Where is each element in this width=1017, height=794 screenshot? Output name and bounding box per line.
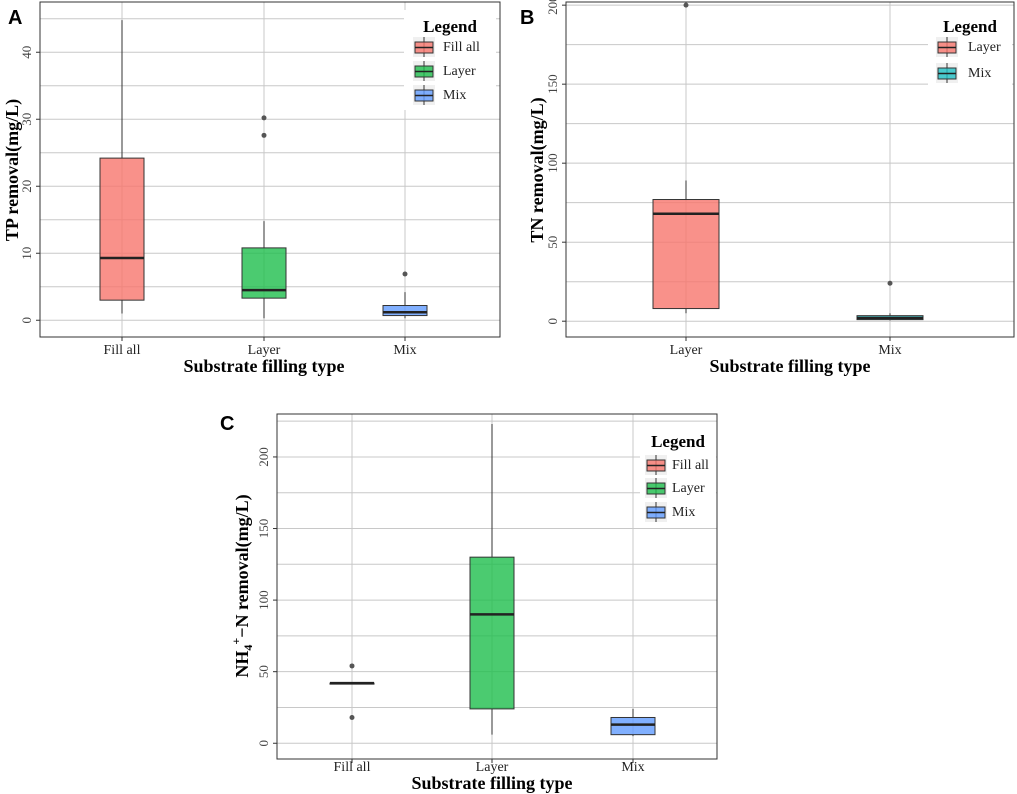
legend: Legend Layer Mix <box>928 10 1012 95</box>
x-axis-title: Substrate filling type <box>183 356 344 376</box>
box-layer <box>469 424 515 735</box>
outlier-point <box>887 280 893 286</box>
x-axis-title: Substrate filling type <box>411 773 572 793</box>
x-tick-label: Fill all <box>334 760 371 775</box>
box-fill-all <box>329 663 375 720</box>
legend-key-layer <box>936 37 958 57</box>
y-tick-label: 150 <box>256 519 271 539</box>
outlier-point <box>261 115 267 121</box>
legend-label: Mix <box>443 88 466 103</box>
legend-label: Layer <box>672 481 705 496</box>
legend-title: Legend <box>651 432 705 451</box>
x-tick-label: Fill all <box>104 343 141 358</box>
y-tick-label: 50 <box>545 236 560 249</box>
legend-label: Layer <box>443 64 476 79</box>
box-fill-all <box>99 20 145 314</box>
legend-key-mix <box>645 502 667 522</box>
chart-panel-c: C 0 50 100 150 200 Fill all Layer Mix Substrate f… <box>220 413 718 793</box>
legend-label: Fill all <box>443 40 480 55</box>
y-tick-label: 100 <box>256 590 271 610</box>
iqr-box <box>99 157 145 301</box>
iqr-box <box>610 716 656 736</box>
y-tick-label: 40 <box>19 46 34 59</box>
y-title-suffix: −N removal(mg/L) <box>232 494 253 637</box>
y-tick-label: 100 <box>545 153 560 173</box>
chart-panel-a: A 0 10 20 30 40 Fill all Layer Mix Substrate fill… <box>2 1 501 376</box>
legend-label: Mix <box>672 505 695 520</box>
iqr-box <box>382 305 428 317</box>
x-tick-label: Mix <box>878 343 901 358</box>
outlier-point <box>261 132 267 138</box>
x-tick-label: Layer <box>476 760 509 775</box>
outlier-point <box>683 2 689 8</box>
y-title-prefix: NH <box>232 651 252 678</box>
legend-label: Mix <box>968 66 991 81</box>
y-tick-label: 0 <box>545 318 560 325</box>
outlier-point <box>349 663 355 669</box>
legend: Legend Fill all Layer Mix <box>640 425 716 525</box>
plot-frame <box>565 1 1015 338</box>
legend-key-fill-all <box>645 455 667 475</box>
x-axis-title: Substrate filling type <box>709 356 870 376</box>
y-axis-title: TP removal(mg/L) <box>2 99 23 241</box>
x-tick-label: Layer <box>248 343 281 358</box>
x-tick-label: Mix <box>393 343 416 358</box>
legend-key-layer <box>413 61 435 81</box>
y-tick-label: 20 <box>19 180 34 193</box>
y-title-subscript: 4 <box>241 645 255 651</box>
y-tick-label: 150 <box>545 74 560 94</box>
legend-key-layer <box>645 478 667 498</box>
legend-title: Legend <box>423 17 477 36</box>
x-tick-label: Layer <box>670 343 703 358</box>
y-tick-label: 50 <box>256 665 271 678</box>
plot-frame <box>276 413 718 760</box>
chart-panel-b: B 0 50 100 150 200 Layer Mix Substrate filling t… <box>520 0 1015 376</box>
y-axis-title: TN removal(mg/L) <box>527 97 548 242</box>
legend-key-mix <box>936 63 958 83</box>
legend-key-mix <box>413 85 435 105</box>
legend-key-fill-all <box>413 37 435 57</box>
y-tick-label: 200 <box>256 447 271 467</box>
legend-title: Legend <box>943 17 997 36</box>
legend: Legend Fill all Layer Mix <box>404 10 496 110</box>
box-layer <box>652 2 720 314</box>
legend-label: Layer <box>968 40 1001 55</box>
y-tick-label: 200 <box>545 0 560 15</box>
panel-letter: C <box>220 413 234 435</box>
box-mix <box>856 280 924 321</box>
legend-label: Fill all <box>672 458 709 473</box>
iqr-box <box>469 556 515 710</box>
outlier-point <box>349 714 355 720</box>
y-axis-title: NH4+−N removal(mg/L) <box>229 494 255 677</box>
y-tick-label: 0 <box>256 740 271 747</box>
plot-frame <box>39 1 501 338</box>
y-tick-label: 0 <box>19 317 34 324</box>
iqr-box <box>652 199 720 310</box>
box-mix <box>610 708 656 737</box>
box-mix <box>382 271 428 319</box>
y-tick-label: 30 <box>19 113 34 126</box>
panel-letter: B <box>520 7 534 29</box>
box-layer <box>241 115 287 319</box>
x-tick-label: Mix <box>621 760 644 775</box>
y-tick-label: 10 <box>19 247 34 260</box>
y-title-superscript: + <box>229 638 243 645</box>
panel-letter: A <box>8 7 22 29</box>
outlier-point <box>402 271 408 277</box>
